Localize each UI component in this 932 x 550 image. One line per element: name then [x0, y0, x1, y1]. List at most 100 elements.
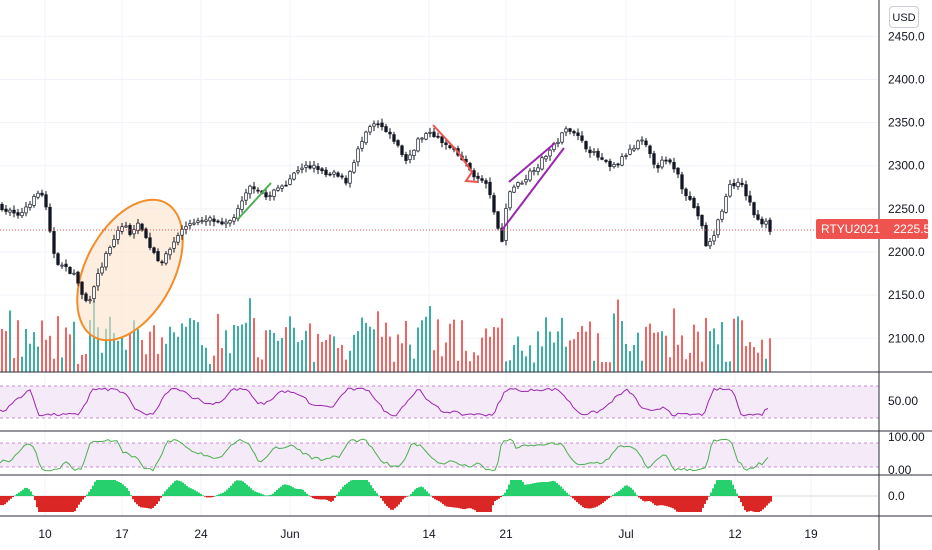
osc-bar — [246, 484, 248, 496]
osc-bar — [242, 481, 244, 496]
volume-bar — [309, 323, 311, 372]
osc-bar — [236, 480, 238, 496]
osc-bar — [112, 480, 114, 496]
osc-bar — [544, 482, 546, 496]
osc-bar — [56, 496, 58, 512]
osc-bar — [448, 496, 450, 507]
osc-bar — [352, 480, 354, 496]
volume-bar — [301, 340, 303, 372]
osc-bar — [520, 480, 522, 496]
volume-bar — [729, 361, 731, 372]
osc-bar — [144, 496, 146, 508]
volume-bar — [65, 327, 67, 372]
osc-bar — [124, 486, 126, 496]
osc-bar — [372, 488, 374, 496]
candle-body — [180, 228, 184, 236]
osc-bar — [406, 496, 408, 497]
osc-bar — [656, 496, 658, 506]
osc-bar — [312, 496, 314, 499]
currency-button[interactable]: USD — [889, 6, 919, 28]
volume-bar — [185, 326, 187, 372]
osc-bar — [142, 496, 144, 508]
osc-bar — [382, 496, 384, 501]
osc-bar — [324, 496, 326, 500]
osc-bar — [640, 496, 642, 500]
candle-body — [228, 220, 232, 224]
osc-bar — [50, 496, 52, 512]
candle-body — [696, 206, 700, 217]
volume-bar — [325, 340, 327, 372]
candle-body — [232, 217, 236, 222]
osc-bar — [660, 496, 662, 506]
time-axis[interactable]: 10 17 24 Jun 14 21 Jul 12 19 — [38, 527, 818, 541]
candle-body — [544, 155, 548, 160]
volume-bar — [545, 317, 547, 372]
volume-bar — [541, 346, 543, 372]
osc-bar — [180, 481, 182, 496]
volume-bar — [613, 313, 615, 372]
candle-body — [40, 192, 44, 196]
osc-bar — [122, 484, 124, 496]
volume-bar — [721, 322, 723, 372]
volume-bar — [557, 331, 559, 372]
osc-bar — [396, 496, 398, 507]
candle-body — [4, 208, 8, 212]
time-tick-label: 14 — [422, 527, 436, 541]
candle-body — [628, 148, 632, 155]
osc-bar — [170, 485, 172, 496]
volume-bar — [473, 352, 475, 372]
osc-bar — [198, 492, 200, 496]
volume-bar — [105, 328, 107, 372]
osc-bar — [96, 480, 98, 496]
osc-bar — [202, 495, 204, 496]
osc-bar — [456, 496, 458, 508]
volume-bar — [213, 355, 215, 372]
volume-bar — [277, 340, 279, 372]
volume-bar — [345, 359, 347, 372]
osc-bar — [172, 483, 174, 496]
osc-bar — [102, 480, 104, 496]
osc-bar — [18, 492, 20, 496]
volume-bar — [433, 350, 435, 372]
osc-bar — [360, 480, 362, 496]
candle-body — [52, 231, 56, 254]
osc-bar — [566, 492, 568, 496]
osc-bar — [714, 484, 716, 496]
volume-bar — [665, 335, 667, 372]
candle-body — [652, 153, 656, 165]
osc-bar — [12, 496, 14, 498]
osc-bar — [126, 488, 128, 496]
osc-bar — [80, 496, 82, 502]
volume-bar — [389, 336, 391, 372]
osc-bar — [78, 496, 80, 505]
osc-bar — [64, 496, 66, 512]
candle-body — [320, 168, 324, 172]
osc-bar — [182, 482, 184, 496]
volume-bar — [381, 336, 383, 372]
price-axis[interactable]: 2100.0 2150.0 2200.0 2250.0 2300.0 2350.0 2400… — [888, 29, 925, 503]
osc-bar — [158, 496, 160, 502]
osc-bar — [744, 496, 746, 511]
time-tick-label: 24 — [194, 527, 208, 541]
osc-bar — [524, 484, 526, 496]
volume-bar — [569, 340, 571, 372]
candle-body — [284, 184, 288, 187]
osc-bar — [570, 496, 572, 497]
candle-body — [252, 186, 256, 190]
osc-bar — [58, 496, 60, 512]
purple-trendline-upper — [508, 142, 556, 183]
volume-bar — [69, 334, 71, 372]
candle-body — [720, 210, 724, 220]
candle-body — [608, 160, 612, 167]
volume-bar — [157, 353, 159, 372]
rsi-pane — [0, 385, 879, 419]
osc-bar — [476, 496, 478, 512]
osc-bar — [588, 496, 590, 509]
osc-bar — [304, 491, 306, 496]
osc-bar — [440, 496, 442, 503]
osc-bar — [590, 496, 592, 509]
osc-bar — [316, 496, 318, 500]
osc-bar — [92, 485, 94, 496]
osc-bar — [684, 496, 686, 512]
